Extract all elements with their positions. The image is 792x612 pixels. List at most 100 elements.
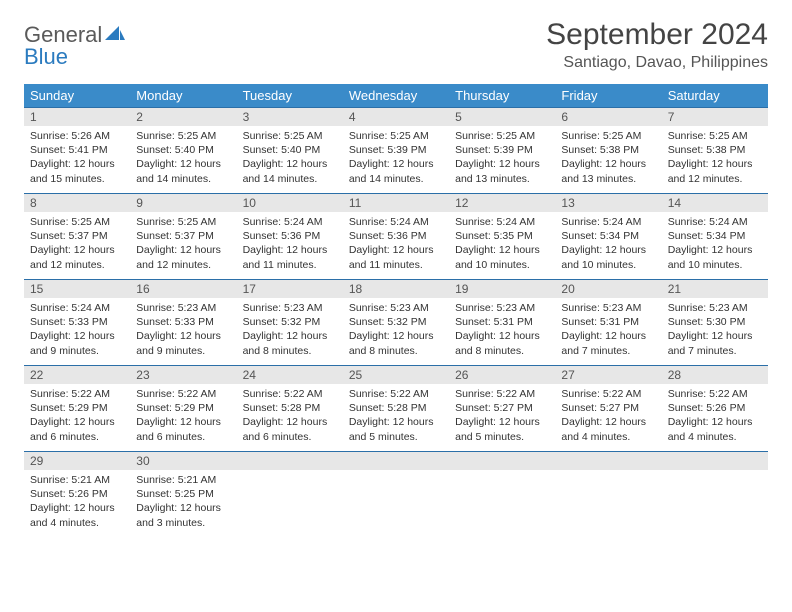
day-number: 15 bbox=[24, 280, 130, 298]
location: Santiago, Davao, Philippines bbox=[546, 54, 768, 72]
day-body: Sunrise: 5:26 AMSunset: 5:41 PMDaylight:… bbox=[24, 126, 130, 190]
weekday-header: Sunday bbox=[24, 84, 130, 108]
day-body-empty bbox=[662, 470, 768, 530]
day-body: Sunrise: 5:22 AMSunset: 5:27 PMDaylight:… bbox=[449, 384, 555, 448]
day-body: Sunrise: 5:23 AMSunset: 5:30 PMDaylight:… bbox=[662, 298, 768, 362]
calendar-cell bbox=[555, 452, 661, 538]
calendar-row: 22Sunrise: 5:22 AMSunset: 5:29 PMDayligh… bbox=[24, 366, 768, 452]
day-body: Sunrise: 5:24 AMSunset: 5:36 PMDaylight:… bbox=[343, 212, 449, 276]
calendar-cell: 28Sunrise: 5:22 AMSunset: 5:26 PMDayligh… bbox=[662, 366, 768, 452]
day-body: Sunrise: 5:21 AMSunset: 5:26 PMDaylight:… bbox=[24, 470, 130, 534]
day-body: Sunrise: 5:25 AMSunset: 5:37 PMDaylight:… bbox=[24, 212, 130, 276]
day-number: 30 bbox=[130, 452, 236, 470]
day-number: 22 bbox=[24, 366, 130, 384]
day-number: 13 bbox=[555, 194, 661, 212]
day-number: 11 bbox=[343, 194, 449, 212]
day-body: Sunrise: 5:21 AMSunset: 5:25 PMDaylight:… bbox=[130, 470, 236, 534]
day-number: 19 bbox=[449, 280, 555, 298]
day-body: Sunrise: 5:25 AMSunset: 5:40 PMDaylight:… bbox=[130, 126, 236, 190]
calendar-cell: 7Sunrise: 5:25 AMSunset: 5:38 PMDaylight… bbox=[662, 108, 768, 194]
day-body: Sunrise: 5:25 AMSunset: 5:39 PMDaylight:… bbox=[449, 126, 555, 190]
day-body: Sunrise: 5:23 AMSunset: 5:32 PMDaylight:… bbox=[343, 298, 449, 362]
day-number: 14 bbox=[662, 194, 768, 212]
calendar-row: 8Sunrise: 5:25 AMSunset: 5:37 PMDaylight… bbox=[24, 194, 768, 280]
day-body: Sunrise: 5:25 AMSunset: 5:40 PMDaylight:… bbox=[237, 126, 343, 190]
calendar-row: 1Sunrise: 5:26 AMSunset: 5:41 PMDaylight… bbox=[24, 108, 768, 194]
day-number: 23 bbox=[130, 366, 236, 384]
calendar-cell: 6Sunrise: 5:25 AMSunset: 5:38 PMDaylight… bbox=[555, 108, 661, 194]
calendar-cell: 17Sunrise: 5:23 AMSunset: 5:32 PMDayligh… bbox=[237, 280, 343, 366]
calendar-cell bbox=[449, 452, 555, 538]
calendar-cell: 23Sunrise: 5:22 AMSunset: 5:29 PMDayligh… bbox=[130, 366, 236, 452]
day-body: Sunrise: 5:22 AMSunset: 5:28 PMDaylight:… bbox=[237, 384, 343, 448]
calendar-cell: 5Sunrise: 5:25 AMSunset: 5:39 PMDaylight… bbox=[449, 108, 555, 194]
header: General Blue September 2024 Santiago, Da… bbox=[24, 18, 768, 72]
day-body: Sunrise: 5:23 AMSunset: 5:33 PMDaylight:… bbox=[130, 298, 236, 362]
calendar-cell: 14Sunrise: 5:24 AMSunset: 5:34 PMDayligh… bbox=[662, 194, 768, 280]
calendar-cell: 3Sunrise: 5:25 AMSunset: 5:40 PMDaylight… bbox=[237, 108, 343, 194]
calendar-cell: 19Sunrise: 5:23 AMSunset: 5:31 PMDayligh… bbox=[449, 280, 555, 366]
weekday-header: Tuesday bbox=[237, 84, 343, 108]
calendar-cell bbox=[237, 452, 343, 538]
day-number: 29 bbox=[24, 452, 130, 470]
calendar-cell: 20Sunrise: 5:23 AMSunset: 5:31 PMDayligh… bbox=[555, 280, 661, 366]
calendar-cell: 10Sunrise: 5:24 AMSunset: 5:36 PMDayligh… bbox=[237, 194, 343, 280]
day-body: Sunrise: 5:24 AMSunset: 5:33 PMDaylight:… bbox=[24, 298, 130, 362]
day-body: Sunrise: 5:24 AMSunset: 5:36 PMDaylight:… bbox=[237, 212, 343, 276]
calendar-cell: 21Sunrise: 5:23 AMSunset: 5:30 PMDayligh… bbox=[662, 280, 768, 366]
logo: General Blue bbox=[24, 18, 125, 68]
day-number: 9 bbox=[130, 194, 236, 212]
day-number: 18 bbox=[343, 280, 449, 298]
title-block: September 2024 Santiago, Davao, Philippi… bbox=[546, 18, 768, 72]
weekday-header: Saturday bbox=[662, 84, 768, 108]
calendar-cell: 22Sunrise: 5:22 AMSunset: 5:29 PMDayligh… bbox=[24, 366, 130, 452]
day-number: 28 bbox=[662, 366, 768, 384]
day-number: 6 bbox=[555, 108, 661, 126]
day-number: 20 bbox=[555, 280, 661, 298]
day-body: Sunrise: 5:25 AMSunset: 5:39 PMDaylight:… bbox=[343, 126, 449, 190]
day-number: 24 bbox=[237, 366, 343, 384]
calendar-cell bbox=[662, 452, 768, 538]
calendar-cell bbox=[343, 452, 449, 538]
day-number: 21 bbox=[662, 280, 768, 298]
month-title: September 2024 bbox=[546, 18, 768, 52]
calendar-cell: 2Sunrise: 5:25 AMSunset: 5:40 PMDaylight… bbox=[130, 108, 236, 194]
day-body: Sunrise: 5:25 AMSunset: 5:37 PMDaylight:… bbox=[130, 212, 236, 276]
day-number: 10 bbox=[237, 194, 343, 212]
weekday-header: Monday bbox=[130, 84, 236, 108]
day-number: 16 bbox=[130, 280, 236, 298]
day-number: 1 bbox=[24, 108, 130, 126]
calendar-body: 1Sunrise: 5:26 AMSunset: 5:41 PMDaylight… bbox=[24, 108, 768, 538]
day-body: Sunrise: 5:23 AMSunset: 5:32 PMDaylight:… bbox=[237, 298, 343, 362]
day-number: 3 bbox=[237, 108, 343, 126]
day-body: Sunrise: 5:25 AMSunset: 5:38 PMDaylight:… bbox=[662, 126, 768, 190]
calendar-cell: 11Sunrise: 5:24 AMSunset: 5:36 PMDayligh… bbox=[343, 194, 449, 280]
calendar-row: 29Sunrise: 5:21 AMSunset: 5:26 PMDayligh… bbox=[24, 452, 768, 538]
day-body: Sunrise: 5:22 AMSunset: 5:26 PMDaylight:… bbox=[662, 384, 768, 448]
day-number: 25 bbox=[343, 366, 449, 384]
calendar-cell: 18Sunrise: 5:23 AMSunset: 5:32 PMDayligh… bbox=[343, 280, 449, 366]
day-number: 7 bbox=[662, 108, 768, 126]
day-number: 2 bbox=[130, 108, 236, 126]
day-body: Sunrise: 5:22 AMSunset: 5:27 PMDaylight:… bbox=[555, 384, 661, 448]
weekday-header-row: Sunday Monday Tuesday Wednesday Thursday… bbox=[24, 84, 768, 108]
day-body: Sunrise: 5:24 AMSunset: 5:34 PMDaylight:… bbox=[662, 212, 768, 276]
day-number-empty bbox=[555, 452, 661, 470]
weekday-header: Thursday bbox=[449, 84, 555, 108]
logo-text: General Blue bbox=[24, 24, 125, 68]
day-body: Sunrise: 5:22 AMSunset: 5:29 PMDaylight:… bbox=[130, 384, 236, 448]
day-body: Sunrise: 5:24 AMSunset: 5:35 PMDaylight:… bbox=[449, 212, 555, 276]
day-number: 17 bbox=[237, 280, 343, 298]
day-number: 27 bbox=[555, 366, 661, 384]
day-number: 4 bbox=[343, 108, 449, 126]
day-body-empty bbox=[555, 470, 661, 530]
day-number: 26 bbox=[449, 366, 555, 384]
day-number: 12 bbox=[449, 194, 555, 212]
day-number-empty bbox=[343, 452, 449, 470]
calendar-cell: 24Sunrise: 5:22 AMSunset: 5:28 PMDayligh… bbox=[237, 366, 343, 452]
day-body: Sunrise: 5:22 AMSunset: 5:28 PMDaylight:… bbox=[343, 384, 449, 448]
logo-text-blue: Blue bbox=[24, 44, 68, 69]
weekday-header: Wednesday bbox=[343, 84, 449, 108]
day-number: 5 bbox=[449, 108, 555, 126]
day-body: Sunrise: 5:24 AMSunset: 5:34 PMDaylight:… bbox=[555, 212, 661, 276]
